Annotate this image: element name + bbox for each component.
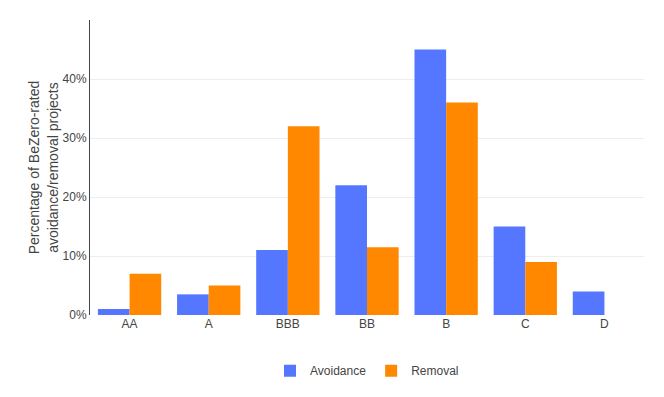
- svg-text:A: A: [205, 317, 213, 331]
- svg-text:Avoidance: Avoidance: [310, 364, 366, 378]
- svg-text:C: C: [521, 317, 530, 331]
- svg-text:0%: 0%: [69, 308, 87, 322]
- svg-text:20%: 20%: [63, 190, 87, 204]
- svg-text:40%: 40%: [63, 72, 87, 86]
- svg-text:D: D: [600, 317, 609, 331]
- svg-text:Removal: Removal: [411, 364, 458, 378]
- svg-text:BBB: BBB: [276, 317, 300, 331]
- svg-text:AA: AA: [122, 317, 138, 331]
- svg-text:10%: 10%: [63, 249, 87, 263]
- svg-text:B: B: [442, 317, 450, 331]
- svg-text:30%: 30%: [63, 131, 87, 145]
- svg-text:Percentage of BeZero-ratedavoi: Percentage of BeZero-ratedavoidance/remo…: [26, 81, 60, 255]
- svg-text:BB: BB: [359, 317, 375, 331]
